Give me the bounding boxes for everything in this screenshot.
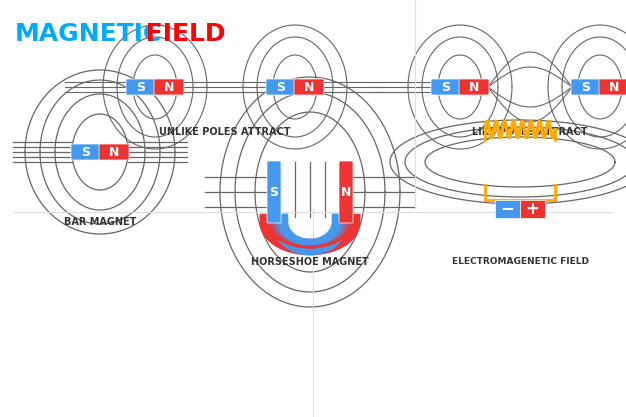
Text: ELECTROMAGENETIC FIELD: ELECTROMAGENETIC FIELD <box>451 258 588 266</box>
Text: S: S <box>81 146 91 158</box>
Text: S: S <box>582 80 590 93</box>
FancyBboxPatch shape <box>339 161 353 223</box>
FancyBboxPatch shape <box>99 144 129 160</box>
Text: N: N <box>304 80 314 93</box>
Text: N: N <box>164 80 174 93</box>
Text: HORSESHOE MAGNET: HORSESHOE MAGNET <box>251 257 369 267</box>
Text: LIKE POLES ATTRACT: LIKE POLES ATTRACT <box>472 127 588 137</box>
Text: S: S <box>441 80 451 93</box>
Text: BAR MAGNET: BAR MAGNET <box>64 217 136 227</box>
Text: S: S <box>270 186 279 198</box>
FancyBboxPatch shape <box>599 79 626 95</box>
Text: N: N <box>109 146 119 158</box>
Text: N: N <box>469 80 479 93</box>
Text: MAGNETIC: MAGNETIC <box>15 22 162 46</box>
FancyBboxPatch shape <box>495 199 520 218</box>
Text: UNLIKE POLES ATTRACT: UNLIKE POLES ATTRACT <box>159 127 290 137</box>
FancyBboxPatch shape <box>266 79 296 95</box>
Text: +: + <box>526 199 540 218</box>
Text: −: − <box>501 199 515 218</box>
FancyBboxPatch shape <box>126 79 156 95</box>
FancyBboxPatch shape <box>294 79 324 95</box>
FancyBboxPatch shape <box>520 199 545 218</box>
Text: N: N <box>341 186 351 198</box>
FancyBboxPatch shape <box>431 79 461 95</box>
FancyBboxPatch shape <box>571 79 601 95</box>
Text: N: N <box>609 80 619 93</box>
FancyBboxPatch shape <box>154 79 184 95</box>
FancyBboxPatch shape <box>71 144 101 160</box>
Text: S: S <box>277 80 285 93</box>
FancyBboxPatch shape <box>267 161 281 223</box>
Text: S: S <box>136 80 145 93</box>
Text: FIELD: FIELD <box>137 22 225 46</box>
FancyBboxPatch shape <box>459 79 489 95</box>
